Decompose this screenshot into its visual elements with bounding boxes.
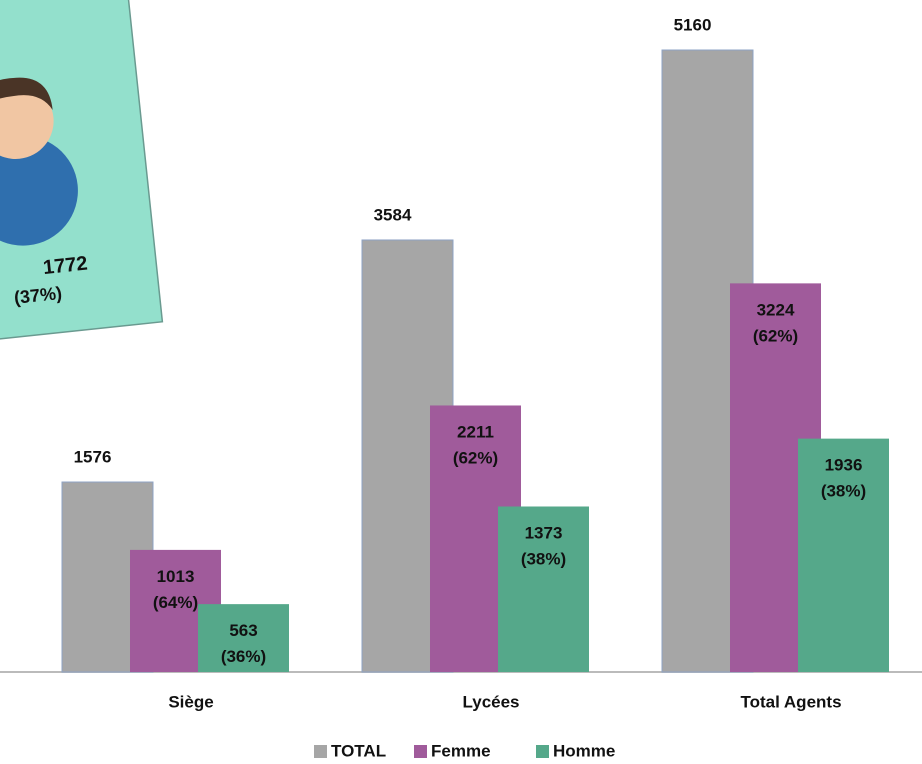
card-count: 1772	[42, 253, 89, 280]
legend-label: Homme	[553, 741, 615, 760]
data-label: 1373 (38%)	[521, 524, 566, 569]
data-label: 3584	[374, 205, 412, 224]
avatar-hair	[0, 77, 53, 116]
data-label: 2211 (62%)	[453, 423, 498, 468]
data-label-line: 3224	[757, 301, 795, 320]
data-label-line: (38%)	[521, 550, 566, 569]
card-share: (37%)	[13, 283, 63, 308]
data-label-line: 563	[229, 622, 257, 641]
legend-swatch	[414, 745, 427, 758]
data-label-line: 2211	[457, 423, 494, 442]
data-label: 5160	[674, 15, 712, 34]
x-tick-label: Lycées	[462, 692, 519, 711]
legend-swatch	[314, 745, 327, 758]
legend-label: Femme	[431, 741, 491, 760]
x-tick-label: Total Agents	[740, 692, 841, 711]
legend-label: TOTAL	[331, 741, 386, 760]
data-label: 563 (36%)	[221, 622, 266, 667]
data-label-line: (38%)	[821, 482, 866, 501]
avatar-face	[0, 82, 54, 159]
data-label-line: (36%)	[221, 648, 266, 667]
data-label-line: (62%)	[753, 327, 798, 346]
x-tick-label: Siège	[168, 692, 213, 711]
bar	[798, 438, 889, 672]
data-label: 1576	[74, 448, 112, 467]
data-label: 1013 (64%)	[153, 567, 198, 612]
data-label-line: 1936	[825, 456, 863, 475]
legend-swatch	[536, 745, 549, 758]
card: 1772 (37%)	[0, 0, 164, 345]
bar	[498, 506, 589, 672]
data-label-line: 1013	[157, 567, 195, 586]
data-label: 1936 (38%)	[821, 456, 866, 501]
data-label-line: 1373	[525, 524, 563, 543]
data-label: 3224 (62%)	[753, 301, 798, 346]
avatar-body	[0, 135, 78, 246]
bar	[198, 604, 289, 672]
data-label-line: (62%)	[453, 449, 498, 468]
data-label-line: (64%)	[153, 593, 198, 612]
